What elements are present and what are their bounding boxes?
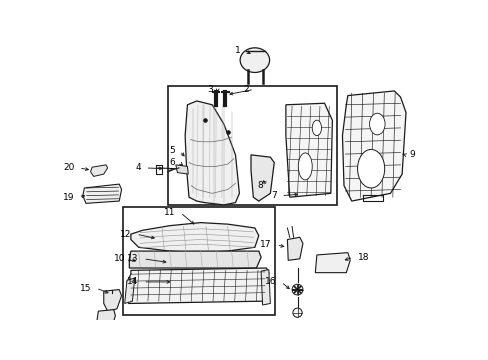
Text: 16: 16 bbox=[264, 278, 276, 287]
Ellipse shape bbox=[357, 149, 384, 188]
Polygon shape bbox=[131, 222, 258, 253]
Circle shape bbox=[291, 284, 302, 295]
Polygon shape bbox=[342, 91, 405, 201]
Ellipse shape bbox=[369, 113, 384, 135]
Ellipse shape bbox=[298, 153, 311, 180]
Polygon shape bbox=[315, 253, 349, 273]
Polygon shape bbox=[261, 270, 270, 305]
Polygon shape bbox=[127, 268, 268, 303]
Ellipse shape bbox=[311, 120, 321, 136]
Text: 6: 6 bbox=[169, 158, 175, 167]
Text: 15: 15 bbox=[80, 284, 91, 293]
Polygon shape bbox=[97, 310, 115, 330]
Text: 7: 7 bbox=[270, 191, 276, 200]
Text: 4: 4 bbox=[135, 163, 141, 172]
Text: 20: 20 bbox=[63, 163, 74, 172]
Text: 18: 18 bbox=[357, 253, 369, 262]
Text: 14: 14 bbox=[127, 278, 138, 287]
Bar bbox=[168, 86, 336, 205]
Polygon shape bbox=[103, 289, 122, 311]
Polygon shape bbox=[287, 237, 302, 260]
Text: 8: 8 bbox=[256, 181, 262, 190]
Text: 13: 13 bbox=[127, 254, 138, 263]
Text: 5: 5 bbox=[169, 147, 175, 156]
Text: 19: 19 bbox=[62, 193, 74, 202]
Text: 12: 12 bbox=[120, 230, 131, 239]
Polygon shape bbox=[250, 155, 274, 201]
Text: 9: 9 bbox=[409, 150, 415, 159]
Polygon shape bbox=[124, 278, 135, 303]
Polygon shape bbox=[285, 103, 332, 197]
Text: 17: 17 bbox=[260, 240, 271, 249]
Text: 3: 3 bbox=[207, 85, 213, 94]
Polygon shape bbox=[90, 165, 107, 176]
Text: 1: 1 bbox=[235, 46, 241, 55]
Ellipse shape bbox=[240, 48, 269, 72]
Polygon shape bbox=[185, 101, 239, 205]
Circle shape bbox=[292, 308, 302, 317]
Polygon shape bbox=[176, 165, 188, 174]
Text: 2: 2 bbox=[244, 85, 249, 94]
Polygon shape bbox=[82, 184, 122, 203]
Bar bbox=[123, 207, 274, 315]
Text: 10: 10 bbox=[114, 254, 125, 263]
Polygon shape bbox=[129, 251, 261, 268]
Text: 11: 11 bbox=[164, 208, 176, 217]
